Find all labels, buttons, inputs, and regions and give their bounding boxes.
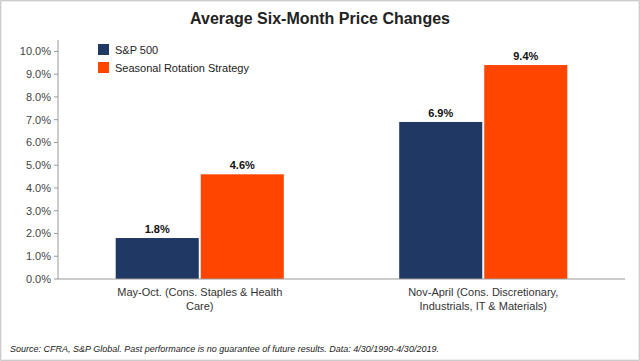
tick-label: 6.0% [26, 136, 51, 148]
tick-mark [54, 256, 58, 257]
tick-label: 10.0% [20, 45, 51, 57]
tick-mark [54, 96, 58, 97]
tick-mark [54, 233, 58, 234]
y-axis-line [58, 40, 59, 279]
legend-label: S&P 500 [115, 44, 158, 56]
legend-label: Seasonal Rotation Strategy [115, 62, 249, 74]
legend-item: Seasonal Rotation Strategy [98, 62, 249, 74]
tick-mark [54, 119, 58, 120]
tick-label: 7.0% [26, 114, 51, 126]
x-axis: May-Oct. (Cons. Staples & HealthCare) Nov… [117, 286, 558, 312]
legend-swatch [98, 44, 109, 55]
bars [116, 65, 568, 279]
data-label: 1.8% [145, 223, 170, 235]
data-labels: 1.8% 6.9% 4.6% 9.4% [145, 50, 539, 235]
footnote: Source: CFRA, S&P Global. Past performan… [10, 344, 439, 354]
legend-item: S&P 500 [98, 44, 158, 56]
bar [116, 238, 199, 279]
bar [399, 122, 482, 279]
x-axis-line [58, 279, 625, 280]
y-axis: 0.0% 1.0% 2.0% 3.0% 4.0% 5.0% 6.0% 7.0% 8.0% 9.0%… [20, 40, 58, 285]
tick-label: 3.0% [26, 205, 51, 217]
bar [484, 65, 567, 279]
tick-mark [54, 165, 58, 166]
tick-mark [54, 187, 58, 188]
legend: S&P 500 Seasonal Rotation Strategy [98, 44, 249, 74]
tick-label: 5.0% [26, 159, 51, 171]
tick-label: 0.0% [26, 273, 51, 285]
tick-mark [54, 279, 58, 280]
category-label: Nov-April (Cons. Discretionary,Industria… [408, 286, 558, 312]
data-label: 6.9% [428, 107, 453, 119]
tick-label: 4.0% [26, 182, 51, 194]
tick-label: 2.0% [26, 227, 51, 239]
tick-label: 8.0% [26, 91, 51, 103]
data-label: 9.4% [513, 50, 538, 62]
tick-mark [54, 74, 58, 75]
tick-label: 9.0% [26, 68, 51, 80]
tick-mark [54, 142, 58, 143]
tick-mark [54, 51, 58, 52]
legend-swatch [98, 62, 109, 73]
tick-label: 1.0% [26, 250, 51, 262]
category-label: May-Oct. (Cons. Staples & HealthCare) [117, 286, 282, 312]
bar [201, 174, 284, 279]
title: Average Six-Month Price Changes [190, 10, 450, 27]
data-label: 4.6% [230, 159, 255, 171]
tick-mark [54, 210, 58, 211]
figure-frame [1, 1, 640, 361]
chart: Average Six-Month Price Changes 0.0% 1.0% 2… [0, 0, 640, 361]
